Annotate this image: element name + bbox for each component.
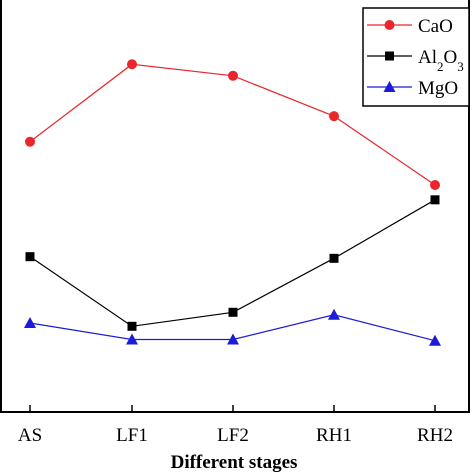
series-line [29,199,436,327]
series-cao [25,59,440,190]
legend-marker [384,20,395,30]
data-point [25,252,35,262]
legend-item: CaO [367,16,453,37]
data-point [25,136,35,147]
x-axis-tick-labels: AS LF1 LF2 RH1 RH2 [18,425,453,446]
legend-marker [385,51,394,61]
series-layer [24,59,441,346]
data-point [228,307,238,317]
data-point [429,334,441,346]
data-point [328,308,340,320]
legend-label: CaO [418,16,453,37]
x-axis-ticks [29,405,436,412]
legend-label: MgO [418,78,458,99]
x-tick-label: LF2 [217,425,249,446]
legend-item: MgO [367,78,458,99]
x-tick-label: RH2 [417,425,453,446]
legend-marker [383,81,396,92]
x-tick-label: AS [18,425,42,446]
data-point [329,253,339,263]
data-point [227,333,239,345]
data-point [430,195,440,205]
x-tick-label: RH1 [316,425,352,446]
series-al2o3 [25,195,440,331]
x-axis-title: Different stages [171,452,298,473]
series-mgo [24,308,441,346]
data-point [127,321,137,331]
data-point [127,59,137,70]
x-tick-label: LF1 [116,425,148,446]
legend-box [362,7,470,107]
data-point [228,70,238,81]
data-point [329,111,339,122]
data-point [126,333,138,345]
data-point [430,179,440,190]
data-point [24,317,36,329]
